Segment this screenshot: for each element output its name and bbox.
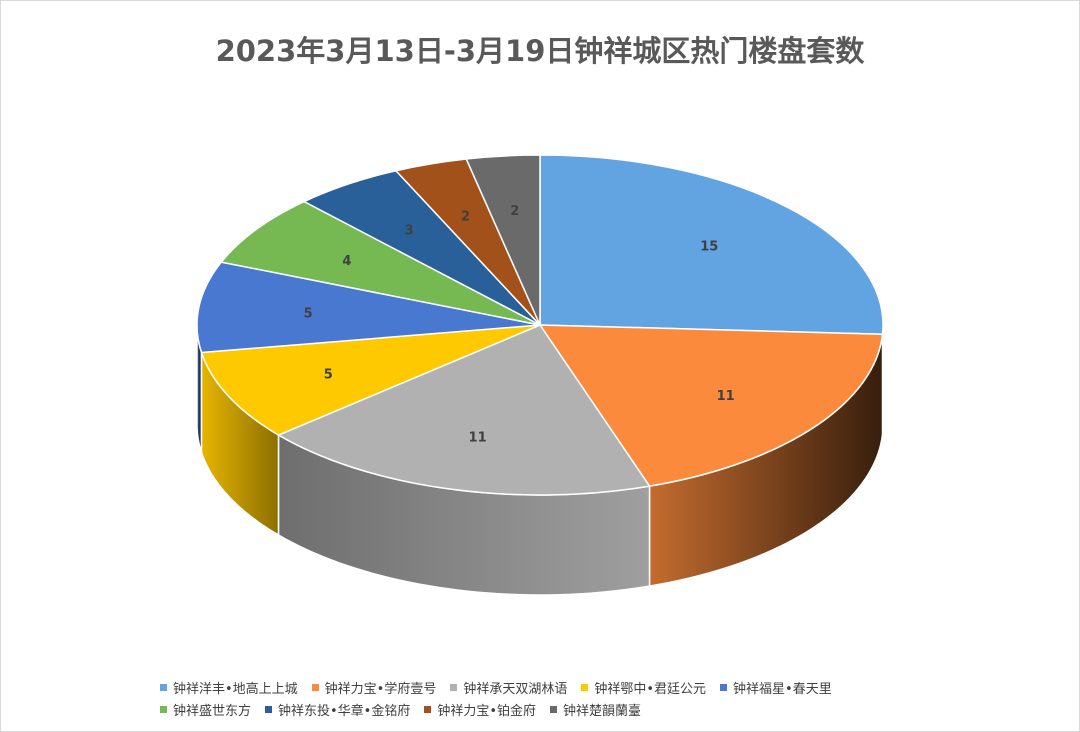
legend-swatch bbox=[160, 683, 167, 691]
legend-label: 钟祥承天双湖林语 bbox=[463, 681, 568, 697]
legend-swatch bbox=[265, 705, 273, 713]
legend: 钟祥洋丰•地高上上城 钟祥力宝•学府壹号 钟祥承天双湖林语 钟祥鄂中•君廷公元 钟祥福星… bbox=[160, 676, 940, 720]
slice-2[interactable] bbox=[538, 324, 884, 487]
legend-label: 钟祥力宝•学府壹号 bbox=[324, 681, 437, 697]
legend-swatch bbox=[424, 705, 432, 713]
chart-title: 2023年3月13日-3月19日钟祥城区热门楼盘套数 bbox=[215, 34, 865, 68]
data-label-3: 11 bbox=[469, 430, 487, 445]
slice-3[interactable] bbox=[276, 324, 651, 496]
legend-label: 钟祥福星•春天里 bbox=[733, 681, 832, 697]
slice-5[interactable] bbox=[196, 261, 541, 354]
legend-label: 钟祥洋丰•地高上上城 bbox=[173, 681, 298, 697]
legend-label: 钟祥鄂中•君廷公元 bbox=[594, 681, 707, 697]
legend-item-9[interactable]: 钟祥楚韻蘭臺 bbox=[550, 698, 641, 720]
legend-item-2[interactable]: 钟祥力宝•学府壹号 bbox=[311, 676, 437, 698]
data-label-8: 2 bbox=[461, 210, 470, 225]
legend-swatch bbox=[550, 705, 558, 713]
legend-swatch bbox=[160, 705, 167, 713]
legend-item-5[interactable]: 钟祥福星•春天里 bbox=[720, 676, 832, 698]
legend-swatch bbox=[581, 683, 589, 691]
slice-9[interactable] bbox=[465, 154, 541, 326]
legend-swatch bbox=[311, 683, 319, 691]
data-label-5: 5 bbox=[304, 307, 313, 322]
data-label-6: 4 bbox=[342, 254, 351, 269]
data-label-9: 2 bbox=[510, 204, 519, 219]
data-label-2: 11 bbox=[717, 389, 735, 404]
legend-swatch bbox=[450, 683, 458, 691]
legend-item-8[interactable]: 钟祥力宝•铂金府 bbox=[424, 698, 536, 720]
data-label-7: 3 bbox=[405, 223, 414, 238]
slice-4[interactable] bbox=[200, 324, 541, 436]
legend-item-4[interactable]: 钟祥鄂中•君廷公元 bbox=[581, 676, 706, 698]
data-label-1: 15 bbox=[700, 240, 718, 255]
legend-item-3[interactable]: 钟祥承天双湖林语 bbox=[450, 676, 567, 698]
legend-item-7[interactable]: 钟祥东投•华章•金铭府 bbox=[265, 698, 410, 720]
legend-label: 钟祥力宝•铂金府 bbox=[437, 703, 537, 719]
slice-6[interactable] bbox=[219, 200, 541, 326]
legend-item-1[interactable]: 钟祥洋丰•地高上上城 bbox=[160, 676, 298, 698]
legend-label: 钟祥东投•华章•金铭府 bbox=[278, 703, 411, 719]
legend-label: 钟祥楚韻蘭臺 bbox=[563, 703, 642, 719]
data-label-4: 5 bbox=[324, 368, 333, 383]
legend-swatch bbox=[720, 683, 728, 691]
legend-label: 钟祥盛世东方 bbox=[173, 703, 252, 719]
legend-item-6[interactable]: 钟祥盛世东方 bbox=[160, 698, 251, 720]
slice-1[interactable] bbox=[539, 154, 884, 335]
